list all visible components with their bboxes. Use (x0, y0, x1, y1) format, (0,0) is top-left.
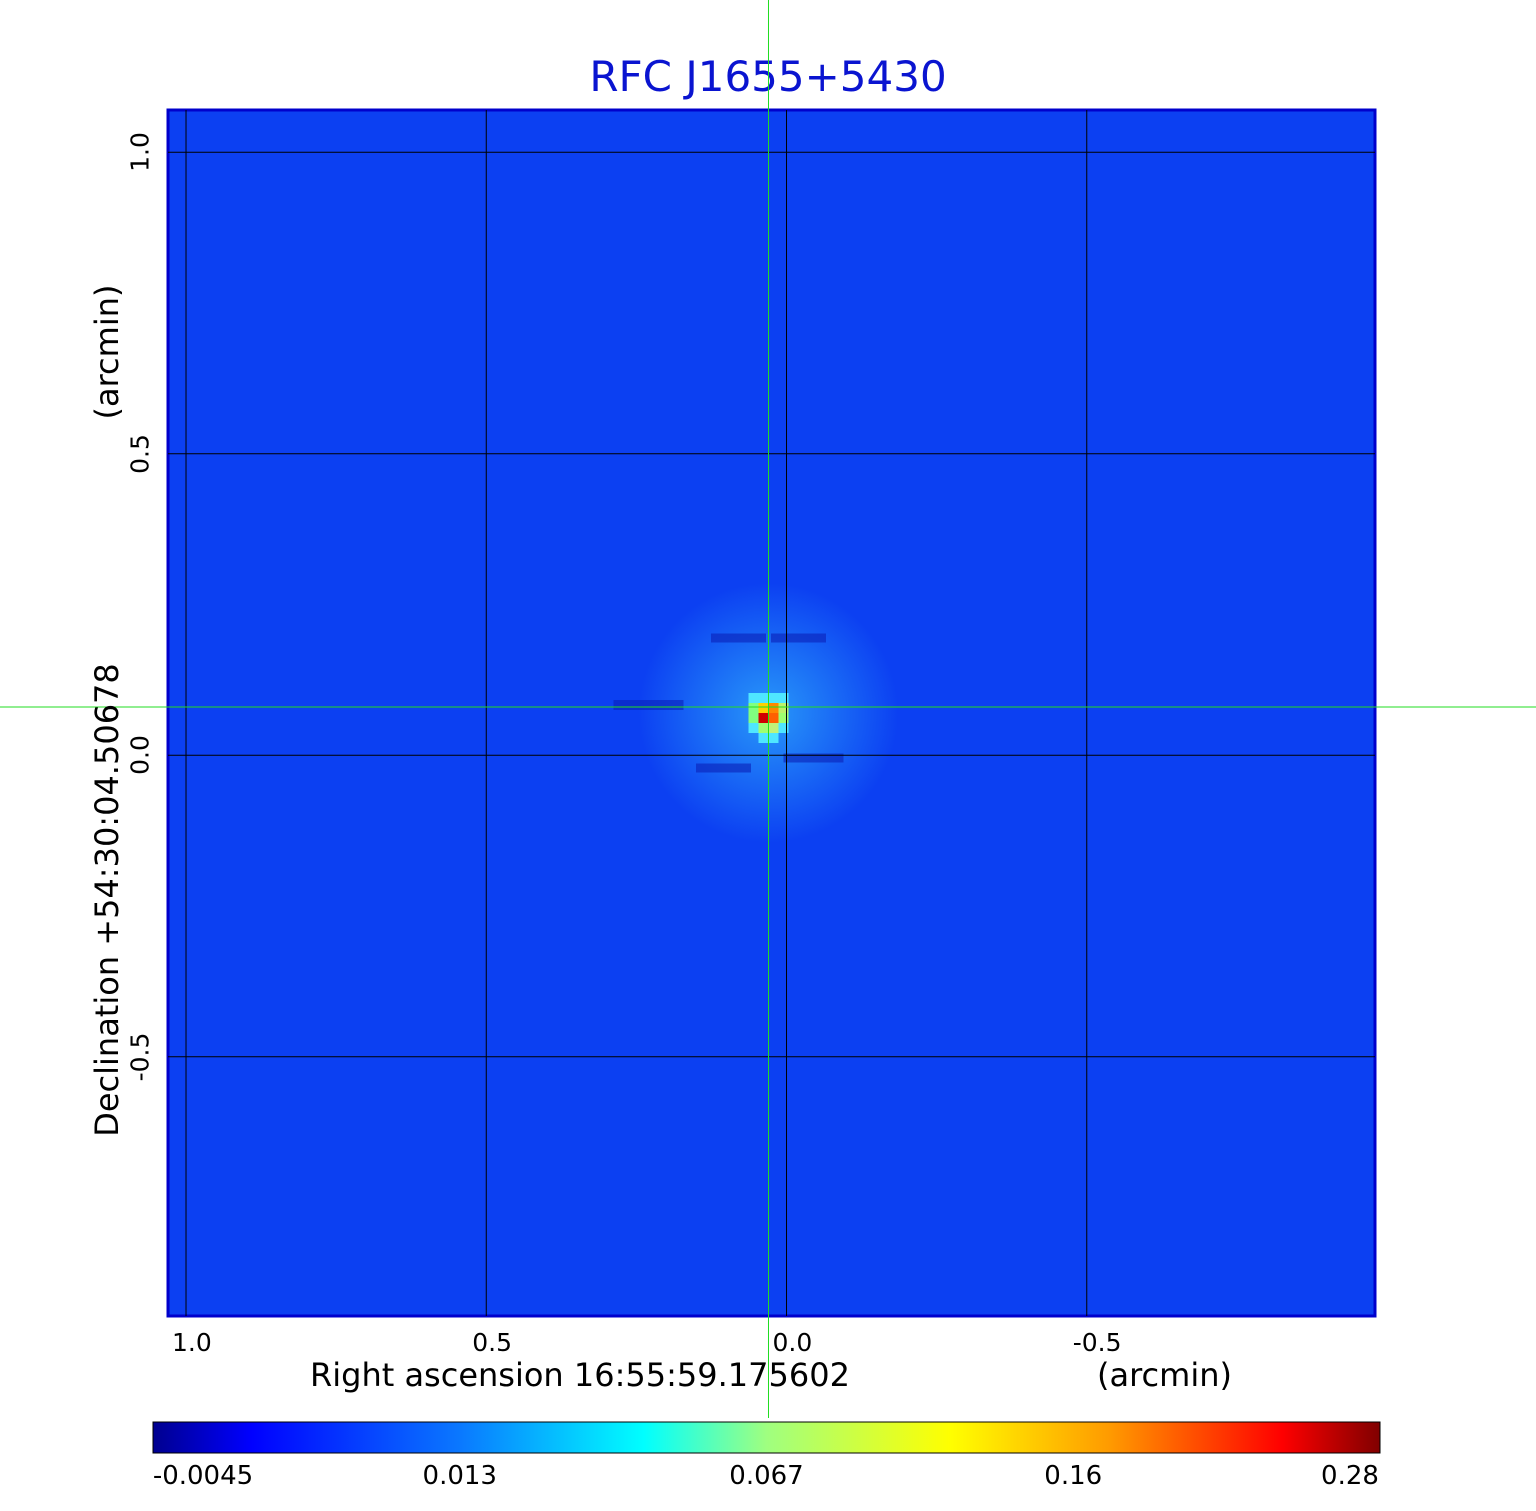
x-tick-label: 1.0 (172, 1328, 212, 1357)
source-pixel (778, 703, 789, 713)
source-pixel (748, 703, 759, 713)
source-pixel (768, 733, 779, 743)
y-axis-label: Declination +54:30:04.50678 (88, 663, 126, 1137)
colorbar-tick-label: -0.0045 (152, 1461, 254, 1491)
y-tick-label: -0.5 (125, 1032, 155, 1082)
x-axis-unit: (arcmin) (1097, 1356, 1232, 1394)
source-pixel (758, 723, 769, 733)
source-pixel (748, 723, 759, 733)
source-pixel (778, 693, 789, 703)
negative-sidelobe (695, 763, 751, 773)
x-tick-label: 0.5 (472, 1328, 513, 1357)
source-pixel (768, 723, 779, 733)
source-pixel (778, 713, 789, 723)
colorbar-tick-label: 0.16 (1044, 1461, 1103, 1491)
source-pixel (758, 703, 769, 713)
y-tick-label: 0.5 (125, 433, 155, 474)
x-tick-label: 0.0 (772, 1328, 813, 1357)
x-axis-label: Right ascension 16:55:59.175602 (310, 1356, 850, 1394)
colorbar-tick-label: 0.067 (729, 1461, 804, 1491)
source-pixel (768, 713, 779, 723)
source-pixel (768, 693, 779, 703)
source-pixel (748, 693, 759, 703)
source-pixel (758, 693, 769, 703)
y-tick-label: 0.0 (125, 735, 155, 776)
negative-sidelobe (613, 700, 684, 710)
colorbar (152, 1421, 1381, 1454)
source-pixel (758, 713, 769, 723)
negative-sidelobe (770, 633, 826, 643)
negative-sidelobe (710, 633, 766, 643)
colorbar-tick-label: 0.013 (422, 1461, 497, 1491)
source-pixel (748, 713, 759, 723)
x-tick-label: -0.5 (1072, 1328, 1122, 1357)
source-pixel (778, 723, 789, 733)
negative-sidelobe (783, 753, 844, 763)
source-pixel (768, 703, 779, 713)
y-tick-label: 1.0 (125, 132, 155, 173)
colorbar-tick-label: 0.28 (1321, 1461, 1379, 1491)
source-pixel (758, 733, 769, 743)
y-axis-unit: (arcmin) (88, 284, 126, 420)
